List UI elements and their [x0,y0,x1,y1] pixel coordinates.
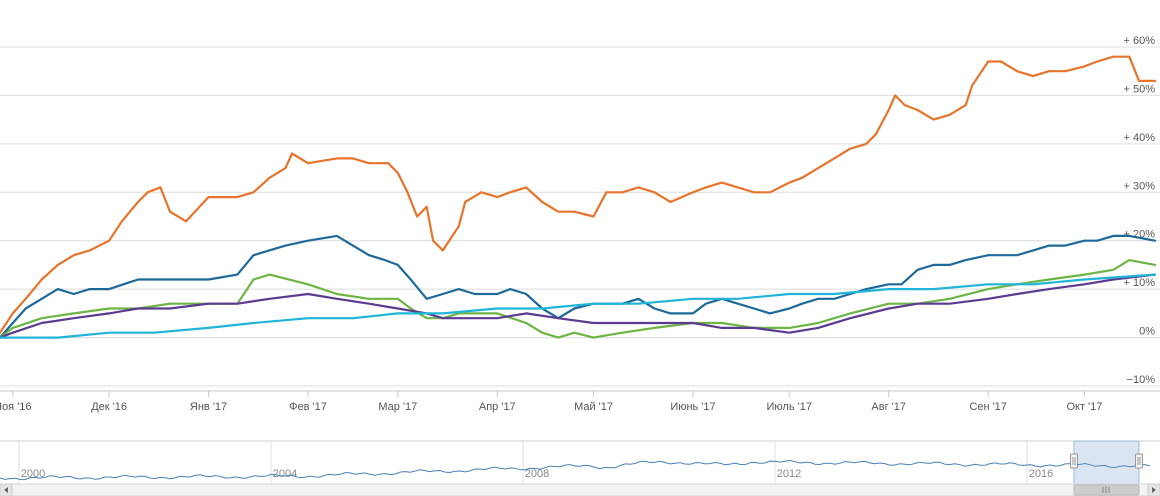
y-axis-labels: −10% 0% + 10% + 20% + 30% + 40% + 50% + 60% [1124,35,1156,386]
navigator-x-label: 2012 [777,468,801,480]
navigator-background [0,441,1160,484]
navigator-left-handle[interactable] [1070,453,1078,469]
x-tick-label: Авг '17 [871,401,906,413]
y-tick-label: + 30% [1124,180,1156,192]
y-tick-label: + 20% [1124,229,1156,241]
navigator[interactable]: 2000 2004 2008 2012 2016 [0,440,1160,496]
navigator-scrollbar[interactable] [0,483,1160,496]
y-tick-label: 0% [1139,326,1155,338]
x-tick-label: Дек '16 [91,401,127,413]
scroll-left-arrow-icon[interactable] [0,483,13,496]
y-tick-label: −10% [1127,374,1156,386]
plot-area[interactable] [0,55,1157,339]
x-tick-label: Июль '17 [767,401,812,413]
x-tick-label: Мар '17 [378,401,417,413]
y-tick-label: + 40% [1124,132,1156,144]
navigator-x-label: 2004 [273,468,297,480]
x-axis-labels: Ноя '16 Дек '16 Янв '17 Фев '17 Мар '17 Апр '… [0,390,1160,413]
navigator-x-label: 2008 [525,468,549,480]
series-line-5[interactable] [0,273,1157,339]
x-tick-label: Май '17 [574,401,613,413]
navigator-x-label: 2016 [1029,468,1053,480]
x-tick-label: Янв '17 [190,401,227,413]
x-tick-label: Ноя '16 [0,401,32,413]
series-line-1[interactable] [0,55,1157,334]
navigator-right-handle[interactable] [1135,453,1143,469]
navigator-selected-range[interactable] [1073,440,1140,485]
series-line-4[interactable] [0,273,1157,339]
x-tick-label: Апр '17 [479,401,516,413]
x-tick-label: Июнь '17 [670,401,715,413]
grid-lines [0,46,1160,387]
y-tick-label: + 50% [1124,83,1156,95]
x-tick-label: Фев '17 [289,401,327,413]
y-tick-label: + 60% [1124,35,1156,47]
navigator-series-line [0,459,1151,481]
x-tick-label: Сен '17 [969,401,1007,413]
x-tick-label: Окт '17 [1066,401,1102,413]
scroll-right-arrow-icon[interactable] [1147,483,1160,496]
navigator-x-label: 2000 [21,468,45,480]
y-tick-label: + 10% [1124,277,1156,289]
series-line-2[interactable] [0,234,1157,339]
scroll-thumb[interactable] [1073,484,1140,496]
